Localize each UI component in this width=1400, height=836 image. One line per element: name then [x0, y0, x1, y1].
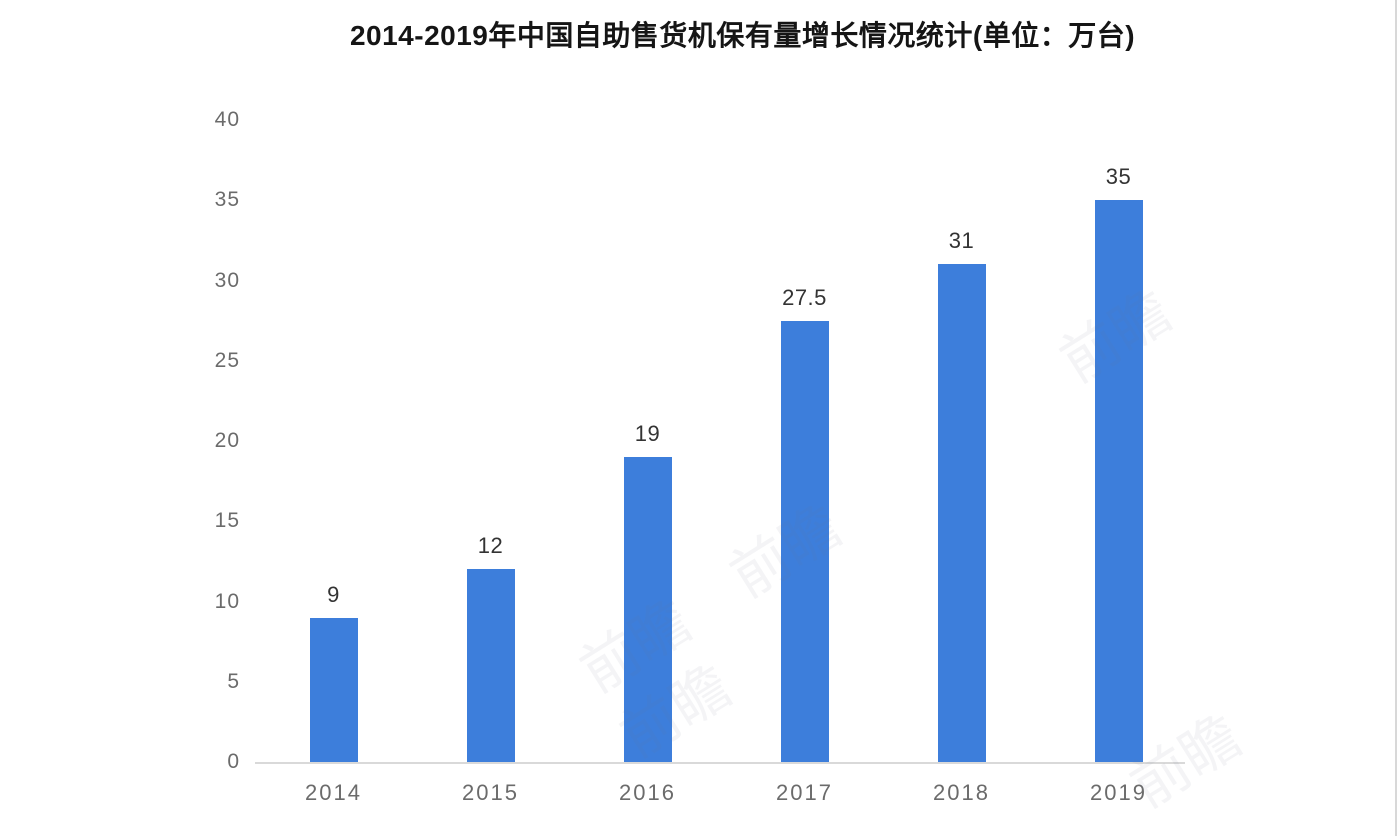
chart-title: 2014-2019年中国自助售货机保有量增长情况统计(单位：万台)	[349, 20, 1136, 51]
y-axis-tick-label: 10	[214, 589, 240, 613]
y-axis-tick-label: 15	[214, 509, 240, 533]
y-axis-tick-label: 35	[214, 188, 240, 212]
bar-2014	[309, 617, 358, 762]
x-axis-label-2018: 2018	[933, 780, 990, 805]
y-axis-tick-label: 40	[214, 108, 240, 131]
x-axis-label-2016: 2016	[619, 780, 676, 805]
bar-2015	[466, 569, 515, 762]
bar-2016	[623, 457, 672, 762]
bar-2018	[937, 264, 986, 762]
bar-value-label-2015: 12	[477, 533, 504, 559]
bar-2017	[780, 320, 829, 762]
bar-2019	[1094, 200, 1143, 762]
x-axis-label-2017: 2017	[776, 780, 833, 805]
bar-value-label-2019: 35	[1105, 164, 1132, 190]
x-axis-label-2015: 2015	[462, 780, 519, 805]
bar-value-label-2016: 19	[634, 421, 661, 447]
bar-value-label-2017: 27.5	[782, 284, 827, 310]
y-axis-tick-label: 5	[227, 669, 240, 693]
x-axis-label-2019: 2019	[1090, 780, 1147, 805]
right-edge-border-line	[1395, 0, 1397, 836]
x-axis-label-2014: 2014	[305, 780, 362, 805]
y-axis-tick-label: 30	[214, 268, 240, 292]
y-axis-tick-label: 20	[214, 429, 240, 452]
y-axis-tick-label: 25	[214, 348, 240, 372]
y-axis-tick-label: 0	[227, 750, 240, 773]
bar-value-label-2018: 31	[948, 228, 975, 254]
bar-value-label-2014: 9	[327, 581, 340, 607]
x-axis-line	[255, 762, 1185, 764]
